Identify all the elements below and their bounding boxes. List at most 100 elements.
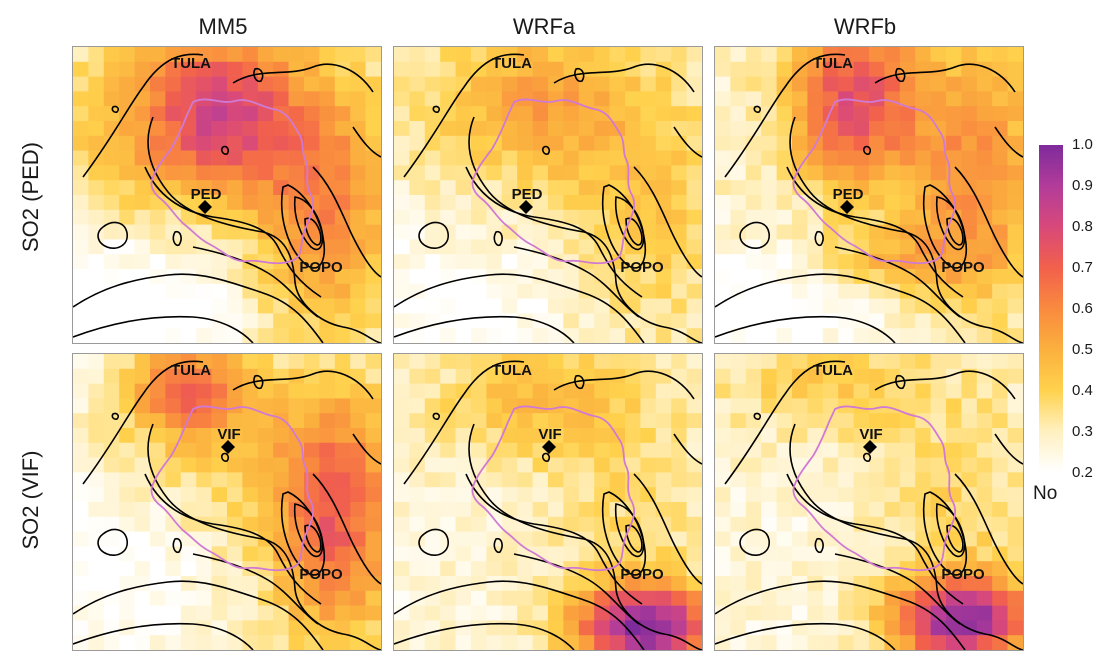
heatmap-cell (440, 269, 456, 285)
colorbar-tick: 1.0 (1072, 136, 1093, 153)
heatmap-cell (119, 150, 135, 166)
heatmap-cell (915, 442, 931, 458)
heatmap-cell (288, 165, 305, 181)
heatmap-cell (609, 472, 626, 488)
heatmap-cell (807, 121, 824, 137)
terrain-contour (312, 473, 381, 585)
heatmap-cell (869, 224, 885, 240)
heatmap-cell (440, 472, 456, 488)
heatmap-cell (394, 47, 410, 63)
terrain-contour (403, 360, 525, 485)
terrain-contour (312, 166, 381, 278)
terrain-contour (468, 423, 702, 650)
heatmap-cell (134, 150, 151, 166)
heatmap-cell (134, 428, 151, 444)
heatmap-cell (992, 576, 1008, 592)
heatmap-cell (532, 180, 549, 196)
heatmap-cell (563, 47, 580, 63)
heatmap-cell (319, 121, 336, 137)
heatmap-cell (211, 298, 228, 314)
heatmap-cell (655, 209, 672, 225)
heatmap-cell (440, 457, 456, 473)
heatmap-cell (884, 269, 901, 285)
heatmap-cell (869, 328, 885, 343)
heatmap-cell (594, 165, 610, 181)
heatmap-cell (946, 354, 962, 370)
heatmap-cell (288, 180, 305, 196)
heatmap-cell (578, 180, 595, 196)
heatmap-cell (165, 61, 182, 77)
heatmap-cell (501, 457, 518, 473)
heatmap-cell (350, 354, 366, 370)
heatmap-cell (745, 91, 762, 107)
heatmap-cell (196, 254, 212, 270)
heatmap-cell (211, 354, 228, 370)
heatmap-cell (776, 605, 793, 621)
heatmap-cell (884, 428, 901, 444)
heatmap-cell (761, 368, 777, 384)
heatmap-cell (686, 209, 702, 225)
heatmap-cell (822, 239, 839, 255)
heatmap-cell (73, 368, 89, 384)
heatmap-cell (257, 121, 274, 137)
heatmap-cell (609, 61, 626, 77)
heatmap-cell (486, 531, 503, 547)
site-label-vif: VIF (217, 426, 240, 443)
heatmap-cell (578, 457, 595, 473)
heatmap-cell (992, 383, 1008, 399)
heatmap-cell (609, 135, 626, 151)
heatmap-cell (792, 91, 808, 107)
heatmap-cell (655, 383, 672, 399)
heatmap-cell (594, 546, 610, 562)
heatmap-cell (150, 313, 166, 329)
heatmap-cell (304, 328, 320, 343)
heatmap-cell (440, 298, 456, 314)
heatmap-cell (822, 413, 839, 429)
heatmap-cell (134, 283, 151, 299)
heatmap-cell (150, 254, 166, 270)
heatmap-cell (776, 576, 793, 592)
heatmap-cell (915, 61, 931, 77)
heatmap-cell (730, 209, 747, 225)
heatmap-cell (730, 269, 747, 285)
heatmap-cell (930, 180, 947, 196)
heatmap-cell (609, 457, 626, 473)
heatmap-cell (424, 106, 441, 122)
heatmap-cell (807, 546, 824, 562)
heatmap-cell (486, 239, 503, 255)
heatmap-cell (273, 106, 289, 122)
row-title-ped: SO2 (PED) (18, 141, 43, 253)
heatmap-cell (776, 383, 793, 399)
heatmap-cell (884, 209, 901, 225)
heatmap-cell (119, 472, 135, 488)
heatmap-cell (930, 531, 947, 547)
heatmap-cell (594, 298, 610, 314)
heatmap-cell (822, 180, 839, 196)
heatmap-cell (394, 269, 410, 285)
heatmap-cell (517, 106, 533, 122)
heatmap-cell (915, 209, 931, 225)
heatmap-cell (915, 76, 931, 92)
heatmap-cell (517, 383, 533, 399)
heatmap-cell (532, 487, 549, 503)
heatmap-cell (150, 398, 166, 414)
heatmap-cell (180, 472, 197, 488)
heatmap-cell (715, 283, 731, 299)
heatmap-cell (486, 283, 503, 299)
heatmap-cell (73, 561, 89, 577)
heatmap-cell (640, 269, 657, 285)
heatmap-cell (471, 531, 487, 547)
heatmap-cell (532, 76, 549, 92)
heatmap-cell (455, 442, 472, 458)
heatmap-cell (1007, 457, 1023, 473)
heatmap-cell (930, 457, 947, 473)
heatmap-cell (609, 313, 626, 329)
heatmap-cell (501, 298, 518, 314)
heatmap-cell (686, 121, 702, 137)
site-label-tula: TULA (492, 55, 532, 72)
heatmap-cell (103, 165, 120, 181)
heatmap-cell (992, 635, 1008, 650)
heatmap-cell (946, 635, 962, 650)
